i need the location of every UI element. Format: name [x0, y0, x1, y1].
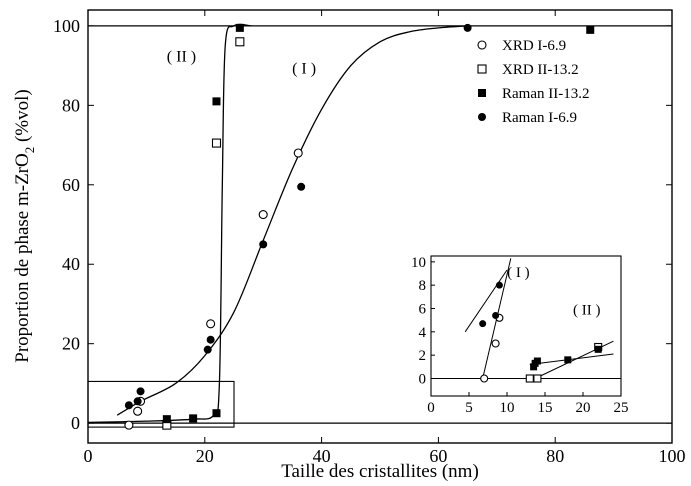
inset-axis-ticks: 0 5 10 15 20 25 0 2 4 6 8 10	[411, 255, 629, 416]
inset-y-tick-label: 2	[419, 348, 427, 364]
inset-x-tick-label: 5	[465, 400, 473, 416]
data-point-raman-i-6-9	[206, 335, 215, 344]
data-point-xrd-i-6-9	[133, 406, 143, 416]
curve-label-2: ( II )	[167, 49, 196, 66]
inset-data-point-xrd-i-6-9	[480, 374, 489, 383]
y-tick-label: 40	[62, 254, 80, 274]
inset-fit-lines: ( I ) ( II )	[464, 258, 614, 379]
x-axis-title: Taille des cristallites (nm)	[281, 461, 479, 482]
inset-data-point-raman-ii-13-2	[533, 357, 541, 365]
x-tick-label: 100	[659, 446, 686, 466]
data-point-xrd-i-6-9	[258, 210, 268, 220]
legend-marker-xrd-i	[477, 40, 487, 50]
data-point-raman-ii-13-2	[235, 23, 244, 32]
inset-frame	[430, 255, 622, 397]
data-point-raman-i-6-9	[297, 182, 306, 191]
y-axis-title: Proportion de phase m-ZrO2 (%vol)	[12, 89, 37, 363]
inset-fit-line-3	[529, 353, 614, 365]
x-tick-label: 60	[429, 446, 447, 466]
x-tick-label: 0	[84, 446, 93, 466]
inset-x-tick-label: 0	[427, 400, 435, 416]
curve-label-1: ( I )	[292, 61, 316, 78]
inset-data-point-raman-ii-13-2	[594, 345, 602, 353]
inset-y-tick-label: 6	[419, 302, 427, 318]
inset-data-points	[479, 281, 603, 383]
y-tick-label: 0	[71, 413, 80, 433]
legend-label-xrd-ii: XRD II-13.2	[502, 62, 579, 78]
legend-label-raman-i: Raman I-6.9	[502, 110, 577, 126]
data-point-raman-ii-13-2	[212, 409, 221, 418]
legend-label-xrd-i: XRD I-6.9	[502, 38, 566, 54]
fit-curves: ( I ) ( II )	[87, 23, 468, 428]
inset-data-point-raman-i-6-9	[479, 320, 487, 328]
inset-data-point-raman-i-6-9	[495, 281, 503, 289]
legend-label-raman-ii: Raman II-13.2	[502, 86, 589, 102]
y-tick-label: 100	[53, 16, 80, 36]
inset-data-point-xrd-ii-13-2	[525, 374, 534, 383]
data-point-raman-ii-13-2	[189, 414, 198, 423]
fit-curve-1	[116, 25, 468, 416]
x-tick-label: 80	[546, 446, 564, 466]
zoom-region-box	[87, 380, 235, 428]
y-tick-label: 80	[62, 95, 80, 115]
fit-curve-2	[87, 23, 252, 423]
y-tick-label: 20	[62, 334, 80, 354]
data-point-raman-ii-13-2	[586, 25, 595, 34]
legend-marker-raman-i	[478, 113, 486, 121]
inset-data-point-raman-i-6-9	[492, 312, 500, 319]
data-point-raman-i-6-9	[136, 387, 145, 396]
data-point-raman-i-6-9	[463, 23, 472, 32]
inset-x-tick-label: 15	[538, 400, 553, 416]
inset-x-tick-label: 25	[614, 400, 629, 416]
legend-marker-raman-ii	[478, 89, 486, 97]
data-point-xrd-ii-13-2	[235, 37, 245, 47]
legend: XRD I-6.9 XRD II-13.2 Raman II-13.2 Rama…	[477, 38, 589, 126]
data-point-xrd-ii-13-2	[211, 138, 222, 148]
data-point-raman-i-6-9	[124, 401, 133, 410]
inset-y-tick-label: 8	[419, 278, 427, 294]
x-tick-label: 20	[196, 446, 214, 466]
data-point-raman-i-6-9	[203, 345, 212, 354]
data-point-xrd-i-6-9	[124, 420, 134, 430]
data-point-raman-i-6-9	[133, 397, 142, 406]
data-point-raman-ii-13-2	[212, 97, 221, 106]
inset-fit-line-1	[464, 269, 508, 333]
x-tick-label: 40	[313, 446, 331, 466]
reference-lines	[88, 25, 672, 424]
inset-curve-label-1: ( I )	[507, 265, 530, 281]
data-point-xrd-i-6-9	[293, 148, 303, 158]
inset-x-tick-label: 10	[500, 400, 515, 416]
inset-y-tick-label: 10	[411, 255, 426, 271]
legend-marker-xrd-ii	[477, 64, 487, 74]
data-point-raman-i-6-9	[259, 240, 268, 249]
inset-curve-label-2: ( II )	[573, 302, 600, 318]
data-point-xrd-i-6-9	[206, 319, 216, 329]
plot-frame	[87, 9, 673, 444]
inset-x-tick-label: 20	[576, 400, 591, 416]
inset-data-point-raman-ii-13-2	[564, 356, 572, 364]
inset-data-point-xrd-i-6-9	[491, 339, 500, 348]
data-points	[124, 23, 595, 430]
inset-y-tick-label: 0	[419, 372, 427, 388]
inset-data-point-xrd-ii-13-2	[533, 374, 542, 383]
y-tick-label: 60	[62, 175, 80, 195]
inset-y-tick-label: 4	[419, 325, 427, 341]
data-point-raman-ii-13-2	[162, 415, 171, 424]
inset-chart: 0 5 10 15 20 25 0 2 4 6 8 10 ( I ) ( II )	[411, 255, 629, 416]
